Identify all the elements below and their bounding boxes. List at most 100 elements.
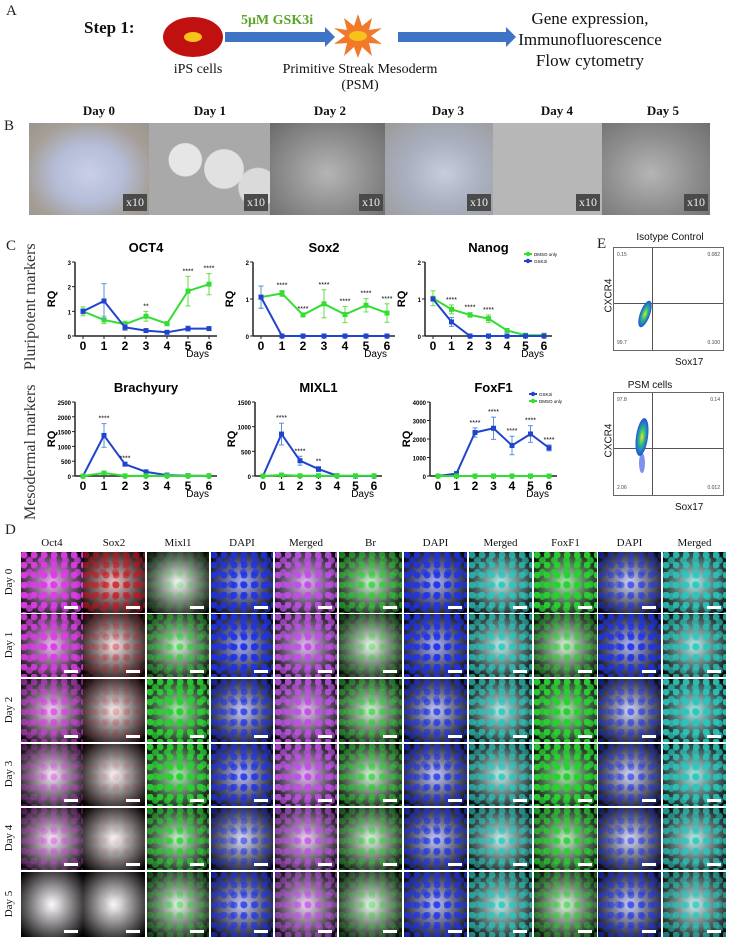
scale-bar bbox=[190, 930, 204, 933]
scale-bar bbox=[126, 863, 140, 866]
svg-text:Days: Days bbox=[186, 349, 209, 360]
fluorescence-tile bbox=[663, 744, 726, 806]
column-header-dapi: DAPI bbox=[616, 537, 643, 549]
scale-bar bbox=[448, 670, 462, 673]
column-header-dapi: DAPI bbox=[229, 537, 255, 549]
quadrant-gate-vertical bbox=[652, 393, 653, 495]
flow-title-psm: PSM cells bbox=[627, 380, 673, 391]
fluorescence-tile bbox=[469, 552, 532, 613]
fluorescence-tile bbox=[598, 679, 661, 742]
quadrant-ur-value: 0.14 bbox=[710, 397, 720, 403]
svg-text:****: **** bbox=[483, 307, 494, 314]
svg-text:Nanog: Nanog bbox=[468, 240, 509, 255]
fluorescence-tile bbox=[663, 614, 726, 677]
fluorescence-tile bbox=[275, 679, 337, 742]
scale-bar bbox=[513, 863, 527, 866]
svg-text:2500: 2500 bbox=[58, 401, 72, 407]
chart-brachyury: Brachyury 0 500 1000 1500 2000 2500 0 1 2 3 4 5 6 RQ Da… bbox=[40, 380, 225, 503]
fluorescence-tile bbox=[275, 552, 337, 613]
scale-bar bbox=[448, 735, 462, 738]
svg-text:6: 6 bbox=[206, 339, 213, 353]
panel-d-letter: D bbox=[5, 522, 16, 538]
scale-bar bbox=[318, 930, 332, 933]
scale-bar bbox=[64, 735, 78, 738]
svg-text:1500: 1500 bbox=[238, 401, 252, 407]
svg-text:5: 5 bbox=[363, 339, 370, 353]
svg-text:RQ: RQ bbox=[46, 430, 58, 447]
svg-text:FoxF1: FoxF1 bbox=[474, 380, 512, 395]
svg-text:1: 1 bbox=[278, 479, 285, 493]
scale-bar bbox=[318, 735, 332, 738]
svg-text:2: 2 bbox=[467, 339, 474, 353]
svg-text:2: 2 bbox=[300, 339, 307, 353]
svg-text:**: ** bbox=[316, 459, 322, 466]
svg-text:5: 5 bbox=[352, 479, 359, 493]
svg-text:1000: 1000 bbox=[58, 445, 72, 451]
svg-text:Brachyury: Brachyury bbox=[114, 380, 179, 395]
svg-text:1000: 1000 bbox=[413, 457, 427, 463]
svg-text:0: 0 bbox=[68, 475, 72, 481]
scale-bar bbox=[707, 670, 721, 673]
scale-bar bbox=[126, 670, 140, 673]
scale-bar bbox=[254, 606, 268, 609]
svg-text:2000: 2000 bbox=[58, 416, 72, 422]
scale-bar bbox=[190, 670, 204, 673]
column-header-merged: Merged bbox=[677, 537, 712, 549]
scale-bar bbox=[190, 735, 204, 738]
row-label-day: Day 1 bbox=[3, 631, 15, 658]
row-label-day: Day 3 bbox=[3, 760, 15, 788]
fluorescence-tile bbox=[211, 744, 273, 806]
svg-text:6: 6 bbox=[541, 339, 548, 353]
svg-text:3000: 3000 bbox=[413, 420, 427, 426]
fluorescence-tile bbox=[147, 679, 209, 742]
psm-label-line1: Primitive Streak Mesoderm bbox=[282, 62, 438, 77]
svg-text:0: 0 bbox=[260, 479, 267, 493]
fluorescence-tile bbox=[275, 744, 337, 806]
svg-text:****: **** bbox=[183, 268, 194, 275]
fluorescence-tile bbox=[469, 679, 532, 742]
svg-text:2: 2 bbox=[122, 339, 129, 353]
arrow-icon bbox=[225, 27, 335, 47]
fluorescence-tile bbox=[663, 679, 726, 742]
svg-text:Days: Days bbox=[526, 489, 549, 500]
ips-cell-icon bbox=[163, 17, 223, 57]
fluorescence-tile bbox=[339, 679, 402, 742]
fluorescence-tile bbox=[663, 808, 726, 870]
magnification-label: x10 bbox=[576, 194, 600, 211]
svg-text:RQ: RQ bbox=[401, 430, 413, 447]
svg-text:0: 0 bbox=[258, 339, 265, 353]
svg-text:****: **** bbox=[298, 306, 309, 313]
fluorescence-tile bbox=[598, 808, 661, 870]
scale-bar bbox=[642, 735, 656, 738]
fluorescence-tile bbox=[534, 872, 597, 937]
flow-plot-psm: 97.8 0.14 2.06 0.012 bbox=[613, 392, 724, 496]
scale-bar bbox=[64, 606, 78, 609]
psm-label-line2: (PSM) bbox=[341, 78, 379, 93]
svg-text:0: 0 bbox=[248, 475, 252, 481]
fluorescence-tile bbox=[211, 552, 273, 613]
nucleus-icon bbox=[184, 32, 202, 42]
flow-plot-isotype: 0.15 0.082 99.7 0.100 bbox=[613, 247, 724, 351]
flow-ylabel: CXCR4 bbox=[603, 423, 615, 458]
scale-bar bbox=[448, 930, 462, 933]
fluorescence-tile bbox=[147, 614, 209, 677]
svg-text:6: 6 bbox=[206, 479, 213, 493]
fluorescence-tile bbox=[83, 808, 145, 870]
flow-ylabel: CXCR4 bbox=[603, 278, 615, 313]
svg-text:4: 4 bbox=[164, 339, 171, 353]
svg-text:RQ: RQ bbox=[396, 290, 408, 307]
quadrant-gate-horizontal bbox=[614, 303, 723, 304]
svg-text:3: 3 bbox=[143, 479, 150, 493]
fluorescence-tile bbox=[404, 679, 467, 742]
scale-bar bbox=[126, 930, 140, 933]
flow-xlabel: Sox17 bbox=[675, 502, 704, 513]
fluorescence-tile bbox=[147, 808, 209, 870]
step-label: Step 1: bbox=[84, 18, 135, 37]
scale-bar bbox=[578, 606, 592, 609]
fluorescence-tile bbox=[21, 808, 83, 870]
column-header-foxf1: FoxF1 bbox=[551, 537, 580, 549]
row-label-day: Day 5 bbox=[3, 890, 15, 917]
fluorescence-tile bbox=[275, 872, 337, 937]
flow-xlabel: Sox17 bbox=[675, 357, 704, 368]
svg-text:Days: Days bbox=[521, 349, 544, 360]
